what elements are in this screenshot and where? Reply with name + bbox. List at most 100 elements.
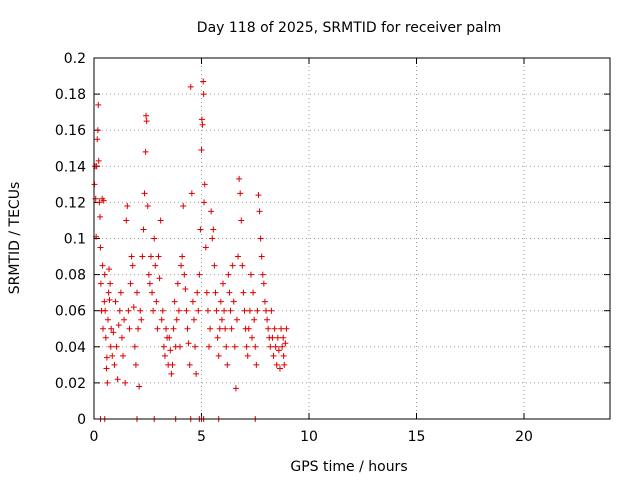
data-point [260,280,267,287]
data-point [99,262,106,269]
data-point [118,334,125,341]
data-point [233,316,240,323]
data-point [152,262,159,269]
x-tick-label: 20 [515,429,533,445]
data-point [221,307,228,314]
data-point [130,304,137,311]
data-point [179,253,186,260]
data-point [138,316,145,323]
data-point [193,370,200,377]
data-point [181,271,188,278]
data-point [269,334,276,341]
data-point [183,307,190,314]
data-point [104,379,111,386]
data-point [101,298,108,305]
y-tick-label: 0.08 [55,268,86,284]
data-point [230,298,237,305]
data-point [143,118,150,125]
data-point [96,199,103,206]
data-point [275,347,282,354]
data-point [192,343,199,350]
data-point [159,307,166,314]
data-point [97,244,104,251]
data-point [103,365,110,372]
data-point [195,307,202,314]
data-point [129,262,136,269]
data-point [274,334,281,341]
x-tick-label: 0 [90,429,99,445]
data-point [120,352,127,359]
data-point [160,343,167,350]
data-point [124,203,131,210]
data-point [196,271,203,278]
data-point [100,197,107,204]
data-point [200,78,207,85]
data-point [218,316,225,323]
data-point [220,280,226,287]
data-point [241,307,248,314]
data-point [151,235,158,242]
data-point [250,289,257,296]
data-point [190,316,197,323]
data-point [259,271,266,278]
data-point [169,361,176,368]
data-point [280,352,287,359]
data-point [126,325,133,332]
data-point [121,316,128,323]
data-point [101,271,108,278]
data-point [213,307,220,314]
data-point [280,334,287,341]
data-point [173,316,180,323]
data-point [261,298,268,305]
data-point [232,385,239,392]
data-point [267,343,274,350]
data-point [240,289,247,296]
data-point [95,101,102,108]
data-point [146,280,153,287]
data-point [268,307,275,314]
data-point [145,271,152,278]
data-point [161,352,168,359]
data-point [155,253,162,260]
data-point [272,343,279,350]
data-point [194,289,201,296]
data-point [122,379,129,386]
data-point [104,316,111,323]
data-point [114,376,121,383]
data-point [222,325,229,332]
data-point [123,217,130,224]
data-point [171,298,178,305]
data-point [185,340,192,347]
data-point [107,343,114,350]
axis-ticks: 0 0.02 0.04 0.06 0.08 0.1 0.12 0.14 0.16 0.18 0.2 0… [55,51,610,445]
data-point [279,343,286,350]
data-point [105,289,112,296]
data-point [100,325,107,332]
data-point [116,307,123,314]
data-point [168,370,175,377]
y-tick-label: 0.14 [55,159,86,175]
data-point [142,148,149,155]
data-point [264,316,271,323]
data-point [109,352,116,359]
x-tick-label: 10 [300,429,318,445]
data-point [201,181,208,188]
data-point [153,298,160,305]
data-point [243,343,250,350]
data-point [254,307,261,314]
data-point [110,329,117,336]
data-point [199,121,206,128]
data-point [198,147,205,154]
data-point [228,325,235,332]
data-point [197,226,204,233]
data-point [198,116,205,123]
data-point [135,325,142,332]
data-point [255,192,262,199]
data-point [226,289,233,296]
y-tick-label: 0.18 [55,87,86,103]
data-point [201,199,208,206]
data-point [188,190,195,197]
data-point [257,235,264,242]
data-point [97,280,104,287]
data-point [144,203,151,210]
